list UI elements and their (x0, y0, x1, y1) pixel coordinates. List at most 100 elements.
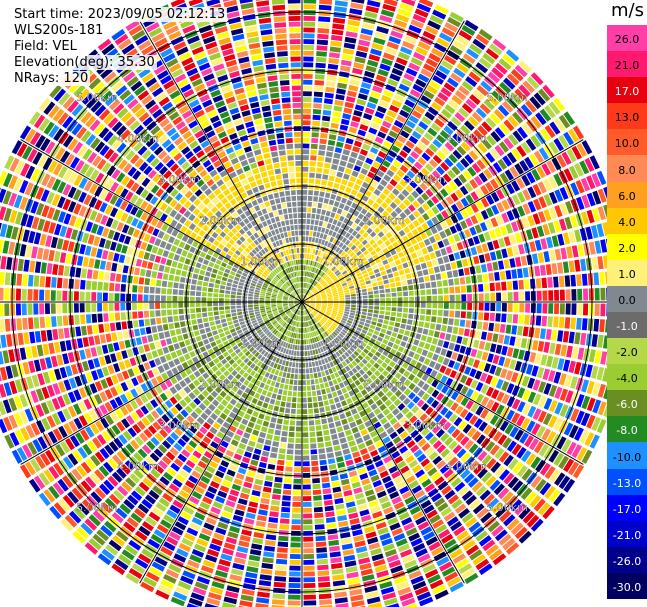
radar-gate (585, 257, 593, 271)
radar-gate (316, 329, 321, 335)
radar-gate (286, 310, 291, 315)
radar-gate (350, 382, 357, 389)
radar-gate (345, 137, 354, 145)
radar-gate (310, 242, 315, 248)
radar-gate (444, 452, 455, 463)
radar-gate (520, 230, 528, 242)
radar-gate (396, 169, 405, 178)
radar-gate (275, 351, 280, 357)
radar-gate (554, 118, 566, 132)
radar-gate (132, 320, 139, 328)
radar-gate (565, 289, 571, 301)
radar-gate (444, 571, 459, 582)
radar-gate (481, 471, 493, 483)
radar-gate (506, 313, 513, 323)
radar-gate (227, 531, 239, 539)
radar-gate (531, 365, 539, 377)
radar-gate (263, 337, 269, 342)
radar-gate (325, 511, 335, 518)
radar-gate (503, 259, 510, 269)
radar-gate (322, 221, 328, 228)
radar-gate (415, 264, 422, 271)
radar-gate (311, 273, 315, 279)
radar-gate (399, 221, 407, 229)
radar-gate (355, 372, 362, 379)
radar-gate (202, 398, 211, 407)
radar-gate (309, 306, 314, 310)
radar-gate (302, 236, 306, 242)
radar-gate (315, 316, 320, 321)
radar-gate (393, 94, 405, 103)
radar-gate (448, 236, 456, 245)
radar-gate (429, 579, 444, 590)
radar-gate (251, 489, 261, 497)
radar-gate (80, 461, 92, 474)
radar-gate (296, 415, 302, 420)
radar-gate (323, 316, 328, 320)
radar-gate (272, 328, 277, 334)
radar-gate (392, 436, 402, 445)
radar-gate (540, 238, 548, 250)
radar-gate (464, 19, 479, 32)
radar-gate (264, 372, 270, 378)
radar-gate (377, 318, 384, 324)
radar-gate (576, 317, 582, 330)
radar-gate (390, 30, 404, 39)
radar-gate (297, 339, 300, 345)
radar-gate (373, 268, 380, 274)
radar-gate (501, 303, 507, 312)
radar-gate (33, 359, 42, 372)
radar-gate (51, 397, 61, 410)
radar-gate (302, 409, 308, 415)
radar-gate (366, 102, 377, 110)
radar-gate (576, 196, 585, 210)
radar-gate (321, 209, 326, 215)
radar-gate (444, 489, 456, 500)
radar-gate (265, 534, 277, 541)
radar-gate (288, 588, 301, 594)
radar-gate (511, 412, 521, 424)
radar-gate (285, 317, 290, 322)
radar-gate (314, 184, 320, 191)
radar-gate (346, 349, 353, 355)
radar-gate (227, 579, 241, 588)
radar-gate (570, 274, 576, 287)
radar-gate (150, 468, 161, 479)
radar-gate (303, 33, 315, 39)
radar-gate (470, 379, 479, 389)
radar-gate (235, 415, 243, 423)
radar-gate (179, 315, 185, 321)
radar-gate (340, 59, 352, 67)
radar-gate (548, 449, 559, 463)
radar-gate (390, 287, 397, 293)
radar-gate (313, 103, 322, 109)
radar-gate (322, 346, 327, 352)
radar-gate (303, 0, 317, 4)
radar-gate (104, 520, 117, 533)
radar-gate (292, 397, 297, 403)
radar-gate (203, 338, 210, 345)
radar-gate (331, 231, 337, 238)
radar-gate (553, 220, 562, 233)
radar-gate (309, 305, 315, 309)
radar-gate (509, 359, 517, 370)
radar-gate (502, 437, 512, 449)
radar-gate (175, 373, 183, 382)
radar-gate (420, 526, 433, 536)
radar-gate (302, 131, 310, 137)
radar-gate (312, 311, 317, 315)
radar-gate (414, 434, 423, 443)
radar-gate (596, 418, 607, 434)
radar-gate (295, 339, 298, 345)
radar-gate (335, 358, 341, 364)
radar-gate (313, 310, 319, 314)
radar-gate (218, 354, 225, 361)
radar-gate (347, 377, 354, 384)
radar-gate (469, 179, 479, 189)
radar-gate (296, 304, 300, 308)
radar-gate (480, 185, 489, 196)
radar-gate (381, 235, 388, 242)
radar-gate (310, 320, 314, 325)
radar-gate (357, 213, 364, 220)
radar-gate (332, 277, 338, 282)
